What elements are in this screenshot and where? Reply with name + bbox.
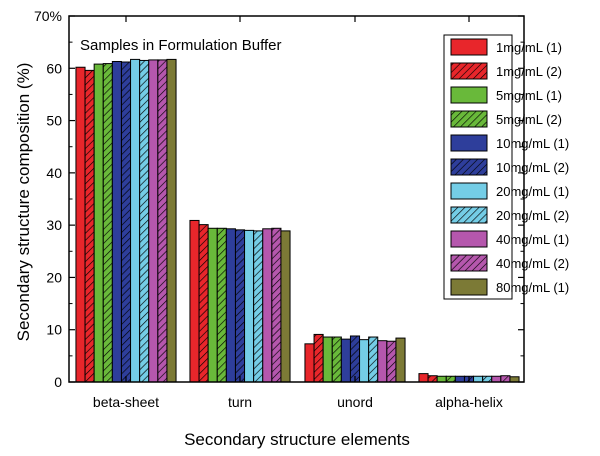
bar-alpha-helix-1	[427, 375, 438, 383]
legend-label: 80mg/mL (1)	[496, 280, 569, 295]
bar-beta-sheet-10	[166, 58, 177, 383]
bar-alpha-helix-4	[454, 375, 465, 383]
legend-swatch	[450, 158, 488, 176]
bar-turn-2	[207, 227, 218, 383]
x-tick-label: beta-sheet	[93, 394, 159, 410]
bar-alpha-helix-6	[473, 375, 484, 383]
legend-label: 5mg/mL (2)	[496, 112, 562, 127]
bar-beta-sheet-1	[84, 69, 95, 383]
bar-unord-5	[349, 335, 361, 383]
bar-alpha-helix-2	[436, 375, 447, 383]
bar-unord-7	[368, 336, 379, 383]
bar-turn-9	[271, 227, 282, 383]
legend-swatch	[450, 134, 488, 152]
legend-swatch	[450, 110, 488, 128]
x-axis-label: Secondary structure elements	[184, 430, 410, 449]
legend-label: 10mg/mL (2)	[496, 160, 569, 175]
bar-unord-8	[377, 340, 388, 383]
bar-turn-6	[244, 229, 255, 383]
chart-title: Samples in Formulation Buffer	[80, 37, 281, 54]
y-tick-label: 60	[46, 60, 62, 76]
bar-alpha-helix-3	[445, 375, 456, 383]
bar-unord-1	[313, 333, 324, 383]
x-tick-label: unord	[337, 394, 373, 410]
bar-unord-2	[322, 336, 333, 383]
bar-turn-8	[262, 228, 273, 383]
bar-unord-0	[304, 343, 315, 383]
bar-beta-sheet-3	[102, 63, 113, 383]
legend-label: 10mg/mL (1)	[496, 136, 569, 151]
bar-turn-4	[225, 228, 236, 383]
bar-unord-4	[340, 338, 351, 383]
bar-unord-10	[395, 337, 406, 383]
legend-label: 20mg/mL (2)	[496, 208, 569, 223]
y-tick-label: 10	[46, 322, 62, 338]
legend-label: 20mg/mL (1)	[496, 184, 569, 199]
bars-layer	[75, 58, 520, 383]
legend-label: 40mg/mL (2)	[496, 256, 569, 271]
legend-swatch	[450, 86, 488, 104]
legend-label: 1mg/mL (1)	[496, 40, 562, 55]
bar-turn-0	[189, 219, 200, 383]
legend-swatch	[450, 38, 488, 56]
legend-swatch	[450, 62, 488, 80]
y-axis-label: Secondary structure composition (%)	[14, 63, 33, 342]
legend-swatch	[450, 254, 488, 272]
bar-turn-3	[216, 227, 227, 383]
y-tick-label: 40	[46, 165, 62, 181]
axes-layer: 0 10 20 30 40 50 60 70% beta-sheet turn unord alpha…	[34, 8, 525, 410]
bar-unord-3	[331, 336, 342, 383]
y-tick-label: 0	[54, 374, 62, 390]
x-tick-label: alpha-helix	[435, 394, 503, 410]
legend-swatch	[450, 230, 488, 248]
bar-turn-7	[253, 230, 264, 383]
bar-alpha-helix-9	[500, 375, 511, 383]
bar-alpha-helix-8	[491, 375, 502, 383]
bar-beta-sheet-6	[130, 58, 141, 383]
bar-beta-sheet-8	[148, 59, 159, 383]
bar-unord-9	[386, 340, 397, 383]
bar-turn-1	[198, 224, 209, 383]
bar-alpha-helix-7	[482, 375, 493, 383]
bar-beta-sheet-0	[75, 66, 86, 383]
legend-label: 40mg/mL (1)	[496, 232, 569, 247]
bar-alpha-helix-10	[509, 376, 520, 383]
y-tick-label: 20	[46, 269, 62, 285]
y-tick-label: 70%	[34, 8, 62, 24]
bar-alpha-helix-0	[418, 373, 429, 383]
bar-beta-sheet-2	[93, 63, 104, 383]
bar-beta-sheet-9	[157, 59, 168, 383]
legend-swatch	[450, 182, 488, 200]
legend-swatch	[450, 206, 488, 224]
bar-beta-sheet-5	[120, 61, 132, 383]
legend-label: 5mg/mL (1)	[496, 88, 562, 103]
y-tick-label: 30	[46, 217, 62, 233]
y-tick-label: 50	[46, 113, 62, 129]
bar-beta-sheet-7	[139, 59, 150, 383]
x-tick-label: turn	[228, 394, 252, 410]
bar-unord-6	[359, 339, 370, 383]
bar-beta-sheet-4	[111, 60, 122, 383]
legend-swatch	[450, 278, 488, 296]
legend-label: 1mg/mL (2)	[496, 64, 562, 79]
bar-turn-10	[280, 230, 291, 383]
bar-turn-5	[234, 229, 246, 383]
legend: 1mg/mL (1) 1mg/mL (2) 5mg/mL (1) 5mg/mL (2)…	[443, 34, 569, 300]
